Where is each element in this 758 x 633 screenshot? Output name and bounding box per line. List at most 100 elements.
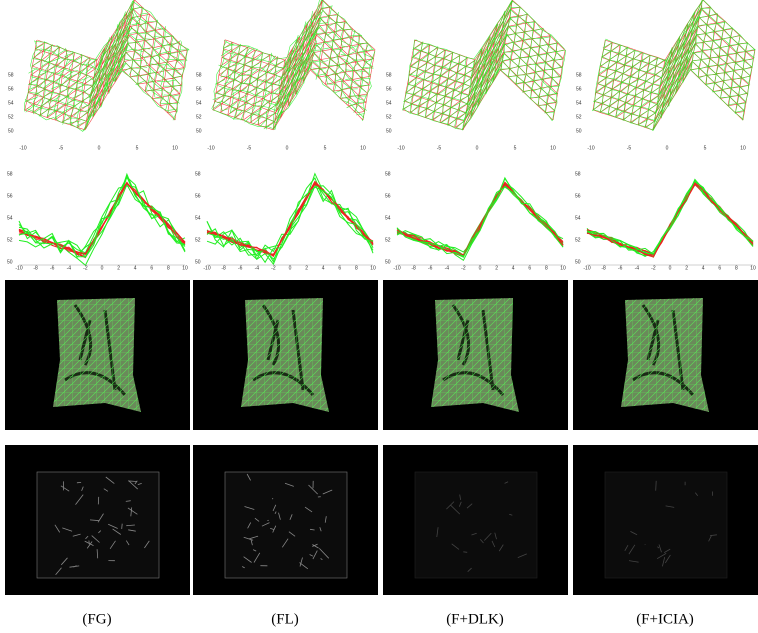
z-tick-label: 52 xyxy=(576,114,582,120)
x-tick-label: 10 xyxy=(172,145,178,151)
x-tick-label: 0 xyxy=(286,145,289,151)
x-tick-label: 2 xyxy=(117,265,120,271)
x-tick-label: 10 xyxy=(750,265,756,271)
x-tick-label: 10 xyxy=(550,145,556,151)
x-tick-label: 0 xyxy=(479,265,482,271)
x-tick-label: 6 xyxy=(718,265,721,271)
profile-line xyxy=(19,185,185,258)
caption: (F+ICIA) xyxy=(636,611,694,627)
x-tick-label: -6 xyxy=(50,265,55,271)
z-tick-label: 50 xyxy=(386,128,392,134)
x-tick-label: 8 xyxy=(545,265,548,271)
z-tick-label: 54 xyxy=(385,215,391,221)
x-tick-label: -6 xyxy=(618,265,623,271)
mesh-overlay xyxy=(241,298,329,412)
x-tick-label: -10 xyxy=(207,145,214,151)
x-tick-label: 10 xyxy=(182,265,188,271)
z-tick-label: 56 xyxy=(385,193,391,199)
mesh-surface xyxy=(24,0,189,131)
x-tick-label: -5 xyxy=(627,145,632,151)
x-tick-label: -2 xyxy=(651,265,656,271)
profile-line xyxy=(207,184,373,259)
z-tick-label: 54 xyxy=(386,100,392,106)
x-tick-label: -10 xyxy=(397,145,404,151)
z-tick-label: 58 xyxy=(575,171,581,177)
z-tick-label: 54 xyxy=(195,215,201,221)
x-tick-label: -8 xyxy=(601,265,606,271)
x-tick-label: 0 xyxy=(289,265,292,271)
z-tick-label: 54 xyxy=(7,215,13,221)
mesh-overlay xyxy=(53,298,141,412)
x-tick-label: 4 xyxy=(322,265,325,271)
x-tick-label: -8 xyxy=(33,265,38,271)
x-tick-label: -10 xyxy=(19,145,26,151)
x-tick-label: -4 xyxy=(445,265,450,271)
z-tick-label: 52 xyxy=(386,114,392,120)
column: -10-505105052545658-10-8-6-4-20246810505… xyxy=(573,0,758,627)
x-tick-label: 10 xyxy=(740,145,746,151)
x-tick-label: -5 xyxy=(59,145,64,151)
z-tick-label: 54 xyxy=(575,215,581,221)
x-tick-label: 2 xyxy=(685,265,688,271)
z-tick-label: 56 xyxy=(386,86,392,92)
z-tick-label: 50 xyxy=(385,259,391,265)
z-tick-label: 50 xyxy=(576,128,582,134)
mesh-surface xyxy=(212,0,375,129)
z-tick-label: 52 xyxy=(8,114,14,120)
x-tick-label: -2 xyxy=(271,265,276,271)
x-tick-label: -10 xyxy=(587,145,594,151)
x-tick-label: -4 xyxy=(67,265,72,271)
z-tick-label: 50 xyxy=(7,259,13,265)
x-tick-label: 4 xyxy=(702,265,705,271)
x-tick-label: -2 xyxy=(461,265,466,271)
x-tick-label: 8 xyxy=(355,265,358,271)
z-tick-label: 52 xyxy=(7,237,13,243)
x-tick-label: 5 xyxy=(324,145,327,151)
z-tick-label: 54 xyxy=(8,100,14,106)
figure: -10 -5 0 5 10 50 52 54 56 58 -10 -8 -6 -4 -2 0 2 4 6 8 10 50 5… xyxy=(0,0,758,633)
z-tick-label: 58 xyxy=(195,171,201,177)
x-tick-label: -10 xyxy=(393,265,400,271)
z-tick-label: 50 xyxy=(195,259,201,265)
x-tick-label: 0 xyxy=(669,265,672,271)
x-tick-label: -6 xyxy=(238,265,243,271)
z-tick-label: 52 xyxy=(195,237,201,243)
z-tick-label: 56 xyxy=(196,86,202,92)
x-tick-label: -8 xyxy=(221,265,226,271)
profile-line xyxy=(19,183,185,257)
x-tick-label: -5 xyxy=(247,145,252,151)
x-tick-label: -4 xyxy=(635,265,640,271)
z-tick-label: 58 xyxy=(576,72,582,78)
x-tick-label: 2 xyxy=(495,265,498,271)
z-tick-label: 58 xyxy=(385,171,391,177)
x-tick-label: 2 xyxy=(305,265,308,271)
x-tick-label: 10 xyxy=(370,265,376,271)
z-tick-label: 56 xyxy=(8,86,14,92)
z-tick-label: 58 xyxy=(196,72,202,78)
x-tick-label: 0 xyxy=(476,145,479,151)
x-tick-label: 10 xyxy=(560,265,566,271)
z-tick-label: 56 xyxy=(575,193,581,199)
z-tick-label: 58 xyxy=(7,171,13,177)
z-tick-label: 52 xyxy=(385,237,391,243)
z-tick-label: 56 xyxy=(195,193,201,199)
caption: (FL) xyxy=(271,611,299,627)
profile-line xyxy=(397,179,563,257)
x-tick-label: -5 xyxy=(437,145,442,151)
z-tick-label: 50 xyxy=(8,128,14,134)
x-tick-label: -10 xyxy=(15,265,22,271)
profile-line xyxy=(207,178,373,264)
x-tick-label: 10 xyxy=(360,145,366,151)
mesh-surface xyxy=(403,0,565,130)
error-image xyxy=(225,472,347,578)
x-tick-label: -6 xyxy=(428,265,433,271)
x-tick-label: 8 xyxy=(167,265,170,271)
x-tick-label: 0 xyxy=(101,265,104,271)
x-tick-label: 0 xyxy=(666,145,669,151)
caption: (FG) xyxy=(82,611,111,627)
x-tick-label: -8 xyxy=(411,265,416,271)
x-tick-label: -2 xyxy=(83,265,88,271)
z-tick-label: 56 xyxy=(7,193,13,199)
